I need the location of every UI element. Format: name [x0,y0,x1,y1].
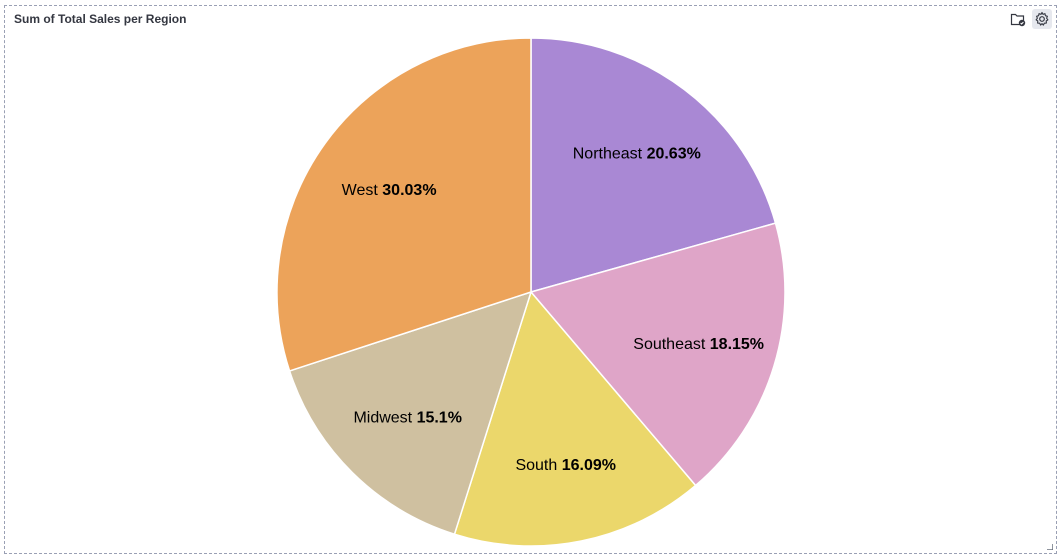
slice-label-name: Midwest [353,410,416,427]
pie-slice-northeast[interactable] [530,37,777,293]
slice-label-midwest: Midwest 15.1% [353,410,462,427]
slice-label-percent: 15.1% [417,410,462,427]
slice-label-southeast: Southeast 18.15% [633,336,764,353]
folder-check-icon [1010,13,1026,27]
slice-label-percent: 16.09% [562,457,616,474]
slice-label-percent: 18.15% [710,336,764,353]
slice-label-northeast: Northeast 20.63% [573,145,701,162]
slice-label-name: West [342,182,383,199]
slice-label-west: West 30.03% [342,182,437,199]
slice-label-percent: 20.63% [647,145,701,162]
folder-check-button[interactable] [1008,9,1028,29]
settings-button[interactable] [1032,9,1052,29]
pie-slice-southeast[interactable] [529,222,786,487]
pie-slice-west[interactable] [276,37,532,372]
slice-label-name: Northeast [573,145,647,162]
slice-label-south: South 16.09% [515,457,616,474]
pie-slice-south[interactable] [453,290,697,547]
pie-slice-midwest[interactable] [288,290,533,536]
gear-icon [1035,11,1049,26]
panel-toolbar [1008,9,1052,29]
panel-title: Sum of Total Sales per Region [14,12,187,26]
slice-label-percent: 30.03% [382,182,436,199]
slice-label-name: Southeast [633,336,710,353]
slice-label-name: South [515,457,561,474]
